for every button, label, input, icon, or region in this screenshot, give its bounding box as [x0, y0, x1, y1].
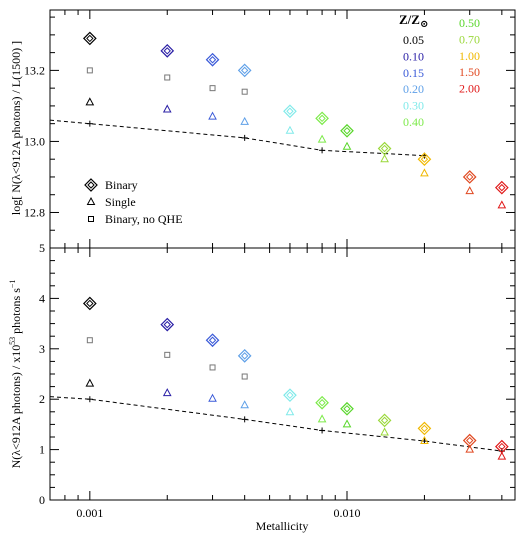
- bottom-square-point: [164, 351, 171, 358]
- bottom-y-tick-label: 3: [39, 342, 45, 356]
- x-tick-label: 0.010: [334, 506, 361, 520]
- bottom-triangle-point: [85, 378, 95, 387]
- metallicity-legend-item: 0.30: [403, 99, 424, 113]
- bottom-y-tick-label: 4: [39, 291, 45, 305]
- top-triangle-point: [380, 154, 389, 163]
- top-square-point: [209, 85, 216, 92]
- top-panel: 12.8 13.0 13.2: [24, 10, 515, 248]
- bottom-diamond-point: [205, 333, 220, 348]
- top-triangle-point: [317, 134, 327, 143]
- top-diamond-point: [340, 123, 354, 138]
- top-cross-marker: [86, 120, 93, 127]
- top-diamond-point: [160, 44, 175, 58]
- top-fit-line: [49, 119, 425, 157]
- metallicity-legend-item: 0.50: [459, 16, 480, 30]
- bottom-panel: 0 1 2 3 4 5 0.001 0.010: [39, 241, 515, 520]
- top-triangle-point: [342, 141, 352, 150]
- top-triangle-point: [85, 97, 95, 106]
- top-diamond-point: [494, 180, 509, 195]
- top-square-point: [86, 67, 93, 74]
- top-triangle-point: [497, 200, 507, 209]
- bottom-diamond-point: [237, 349, 252, 363]
- top-triangle-point: [162, 104, 172, 113]
- bottom-triangle-point: [317, 414, 327, 423]
- x-tick-label: 0.001: [76, 506, 103, 520]
- top-y-tick-label: 13.0: [24, 134, 45, 148]
- bottom-triangle-point: [497, 451, 507, 460]
- bottom-triangle-point: [420, 435, 429, 445]
- metallicity-legend-item: 0.05: [403, 33, 424, 47]
- top-diamond-point: [462, 170, 477, 184]
- bottom-y-tick-label: 1: [39, 443, 45, 457]
- metallicity-legend-item: 1.50: [459, 65, 480, 79]
- legend-diamond-label: Binary: [105, 178, 138, 192]
- top-triangle-point: [240, 116, 250, 125]
- metallicity-legend: Z/Z⊙ 0.050.100.150.200.300.400.500.701.0…: [399, 12, 480, 129]
- top-triangle-point: [208, 111, 217, 120]
- bottom-triangle-point: [162, 388, 172, 397]
- metallicity-legend-item: 0.20: [403, 82, 424, 96]
- top-y-tick-label: 13.2: [24, 63, 45, 77]
- top-cross-marker: [319, 147, 326, 154]
- metallicity-legend-item: 0.70: [459, 32, 480, 46]
- bottom-diamond-point: [283, 388, 297, 403]
- legend-triangle-label: Single: [105, 195, 136, 209]
- top-diamond-point: [315, 111, 329, 126]
- bottom-fit-line: [49, 396, 502, 452]
- bottom-panel-frame: [49, 247, 516, 501]
- top-diamond-point: [417, 152, 432, 167]
- bottom-y-axis-label: N(λ<912A photons) / x1053 photons s−1: [8, 280, 23, 469]
- bottom-y-tick-label: 2: [39, 392, 45, 406]
- bottom-y-tick-label: 5: [39, 241, 45, 255]
- top-square-point: [164, 74, 171, 81]
- bottom-triangle-point: [240, 400, 250, 409]
- top-cross-marker: [241, 134, 248, 141]
- metallicity-legend-item: 0.40: [403, 115, 424, 129]
- top-square-point: [241, 88, 248, 95]
- bottom-diamond-point: [315, 395, 329, 410]
- top-diamond-point: [377, 141, 392, 156]
- bottom-triangle-point: [208, 393, 217, 402]
- bottom-square-point: [241, 373, 248, 380]
- legend-diamond-icon: [84, 178, 98, 192]
- top-triangle-point: [465, 186, 475, 195]
- top-triangle-point: [285, 125, 295, 134]
- bottom-triangle-point: [465, 444, 475, 453]
- top-diamond-point: [237, 63, 252, 78]
- bottom-diamond-point: [340, 401, 354, 416]
- bottom-cross-marker: [86, 396, 93, 403]
- bottom-diamond-point: [160, 317, 175, 332]
- bottom-cross-marker: [241, 416, 248, 423]
- bottom-diamond-point: [82, 296, 97, 311]
- bottom-triangle-point: [285, 407, 295, 416]
- top-diamond-point: [205, 52, 220, 67]
- legend-square-label: Binary, no QHE: [105, 212, 183, 226]
- legend-triangle-icon: [86, 196, 96, 205]
- top-triangle-point: [420, 168, 429, 177]
- bottom-diamond-point: [377, 413, 392, 428]
- x-axis-label: Metallicity: [256, 519, 309, 533]
- top-y-tick-label: 12.8: [24, 205, 45, 219]
- bottom-triangle-point: [342, 419, 352, 428]
- metallicity-legend-item: 0.10: [403, 49, 424, 63]
- bottom-cross-marker: [319, 427, 326, 434]
- top-diamond-point: [283, 104, 297, 119]
- bottom-square-point: [86, 337, 93, 344]
- top-y-axis-label: log[ N(λ<912A photons) / L(1500) ]: [9, 41, 23, 215]
- bottom-triangle-point: [380, 427, 389, 436]
- top-diamond-point: [82, 31, 97, 46]
- marker-legend: Binary Single Binary, no QHE: [84, 178, 183, 226]
- bottom-y-tick-label: 0: [39, 493, 45, 507]
- metallicity-legend-item: 1.00: [459, 49, 480, 63]
- legend-square-icon: [88, 216, 94, 222]
- metallicity-legend-item: 2.00: [459, 82, 480, 96]
- bottom-diamond-point: [417, 421, 432, 436]
- metallicity-legend-item: 0.15: [403, 66, 424, 80]
- bottom-square-point: [209, 364, 216, 371]
